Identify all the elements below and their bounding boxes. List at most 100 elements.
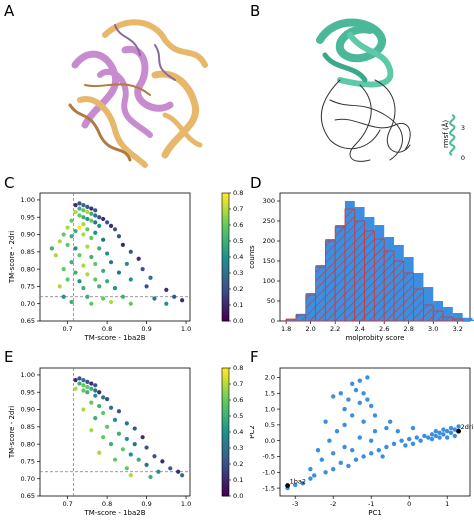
scatter-point (77, 279, 82, 284)
y-tick-label: 250 (263, 217, 275, 225)
x-tick-label: 1.0 (181, 500, 191, 508)
colorbar-segment (222, 260, 229, 264)
x-tick-label: -2 (330, 500, 336, 508)
rmsf-axis-label: rmsf (Å) (441, 120, 450, 148)
colorbar-segment (222, 400, 229, 404)
pca-point (331, 466, 336, 472)
scatter-point (93, 208, 98, 213)
colorbar-segment (222, 301, 229, 306)
pca-point (376, 447, 381, 453)
y-tick-label: 0.95 (21, 388, 35, 396)
colorbar-segment (222, 273, 229, 277)
colorbar-segment (222, 209, 229, 213)
scatter-point (73, 209, 78, 215)
panel-label-b: B (250, 2, 261, 20)
scatter-point (89, 301, 94, 306)
scatter-point (105, 251, 110, 256)
colorbar-segment (222, 435, 229, 439)
scatter-point (112, 457, 118, 462)
scatter-point (120, 447, 125, 452)
pca-point (312, 473, 317, 478)
scatter-point (69, 299, 74, 305)
x-tick-label: 2.2 (330, 325, 340, 333)
pca-point (441, 432, 446, 437)
scatter-point (73, 203, 78, 208)
scatter-point (164, 287, 169, 292)
y-tick-label: 1.00 (21, 196, 35, 204)
scatter-point (89, 235, 94, 241)
colorbar-tick-label: 0.6 (233, 396, 243, 404)
y-tick-label: 0.85 (21, 248, 35, 256)
scatter-point (61, 232, 66, 237)
reference-structure-label: 2dri (461, 423, 474, 431)
scatter-point (116, 270, 122, 275)
colorbar-segment (222, 289, 229, 293)
colorbar-segment (222, 314, 229, 319)
colorbar-segment (222, 480, 229, 484)
scatter-point (61, 294, 66, 299)
scatter-point (81, 215, 86, 220)
scatter-point (85, 204, 90, 209)
scatter-point (105, 279, 110, 284)
pca-point (433, 433, 438, 439)
reference-structure-point (456, 428, 461, 434)
colorbar-segment (222, 390, 229, 395)
colorbar-segment (222, 199, 229, 204)
pca-point (323, 470, 328, 475)
colorbar-segment (222, 276, 229, 280)
scatter-point (136, 457, 141, 462)
colorbar-segment (222, 467, 229, 471)
scatter-point (101, 237, 106, 242)
colorbar-segment (222, 444, 229, 449)
scatter-point (148, 275, 153, 280)
pca-point (369, 403, 374, 409)
colorbar-segment (222, 308, 229, 312)
x-tick-label: 1 (445, 500, 449, 508)
colorbar-segment (222, 250, 229, 255)
scatter-point (105, 397, 110, 402)
scatter-point (93, 388, 98, 393)
pca-scatter-chart-f: -3 -2 -1 0 1 -1.5 -1.0 -0.5 0.0 0.5 1.0 1.5 2.0 PC1 PC… (250, 367, 474, 517)
pca-point (418, 438, 423, 443)
scatter-point (85, 216, 90, 222)
histogram-bar-hatched (315, 266, 326, 322)
pca-point (327, 438, 332, 443)
colorbar-segment (222, 409, 229, 414)
pca-point (380, 454, 385, 459)
scatter-point (120, 294, 125, 299)
scatter-point (132, 426, 137, 431)
colorbar-segment (222, 470, 229, 475)
colorbar-segment (222, 311, 229, 316)
scatter-point (81, 208, 86, 213)
histogram-bar-hatched (285, 318, 297, 322)
scatter-point (101, 268, 106, 273)
scatter-point (73, 270, 78, 275)
colorbar-tick-label: 0.8 (233, 189, 243, 197)
colorbar-segment (222, 425, 229, 430)
y-tick-label: 0.80 (21, 440, 35, 448)
scatter-point (77, 381, 82, 386)
scatter-point (81, 407, 86, 412)
scatter-point (93, 393, 98, 398)
pca-point (357, 400, 362, 405)
scatter-chart-c: 0.7 0.8 0.9 1.0 0.65 0.70 0.75 0.80 0.85 0.90 0.95… (8, 189, 243, 342)
pca-point (422, 433, 427, 439)
colorbar-segment (222, 292, 229, 296)
scatter-point (89, 218, 94, 223)
y-tick-label: 0.65 (21, 317, 35, 325)
scatter-point (172, 294, 177, 299)
colorbar-segment (222, 473, 229, 478)
pca-point (399, 438, 404, 443)
colorbar-tick-label: 0.1 (233, 476, 243, 484)
rmsf-structure-image: 3 0 rmsf (Å) (316, 18, 465, 162)
pca-point (338, 391, 343, 396)
y-tick-label: -1.5 (262, 484, 275, 492)
histogram-bar-hatched (403, 272, 415, 322)
pca-point (441, 427, 446, 432)
y-tick-label: 0 (271, 317, 275, 325)
histogram-bar-hatched (373, 238, 385, 322)
scatter-point (93, 213, 98, 218)
colorbar-tick-label: 0.5 (233, 237, 243, 245)
pca-point (391, 441, 397, 447)
scatter-point (97, 284, 102, 289)
